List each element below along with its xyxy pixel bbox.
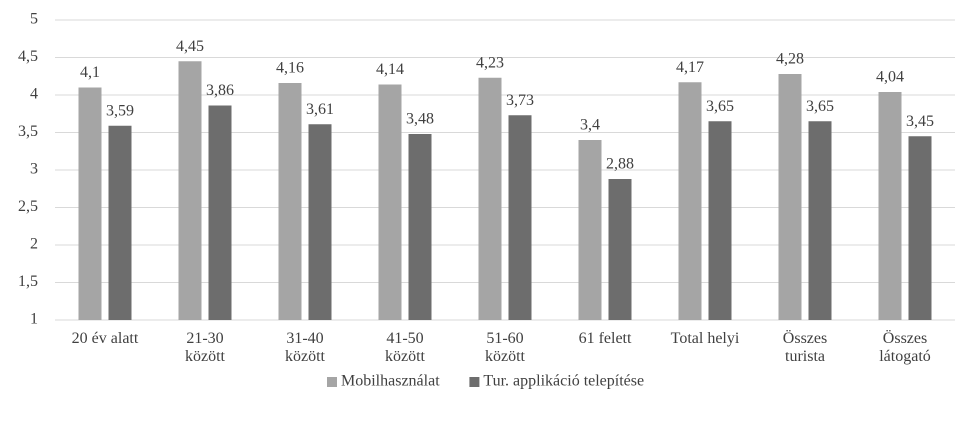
value-label: 2,88 bbox=[606, 156, 634, 173]
y-tick-label: 2 bbox=[30, 236, 38, 253]
y-tick-label: 3,5 bbox=[18, 123, 38, 140]
y-tick-label: 5 bbox=[30, 11, 38, 28]
x-tick-label: 61 felett bbox=[578, 330, 632, 347]
y-tick-label: 2,5 bbox=[18, 198, 38, 215]
bar bbox=[378, 84, 402, 320]
bar bbox=[478, 77, 502, 320]
y-tick-label: 4,5 bbox=[18, 48, 38, 65]
value-label: 4,28 bbox=[776, 51, 804, 68]
bar bbox=[878, 92, 902, 320]
value-label: 4,04 bbox=[876, 69, 904, 86]
bar bbox=[308, 124, 332, 320]
bar bbox=[778, 74, 802, 320]
bar bbox=[808, 121, 832, 320]
bar bbox=[508, 115, 532, 320]
bar bbox=[278, 83, 302, 320]
bar bbox=[578, 140, 602, 320]
value-label: 4,17 bbox=[676, 59, 704, 76]
value-label: 4,1 bbox=[80, 64, 100, 81]
x-tick-label: 41-50 között bbox=[385, 330, 425, 365]
y-tick-label: 1 bbox=[30, 311, 38, 328]
x-tick-label: 20 év alatt bbox=[71, 330, 139, 347]
bar bbox=[678, 82, 702, 320]
legend-label: Mobilhasználat bbox=[341, 373, 440, 390]
bar bbox=[108, 125, 132, 320]
y-tick-label: 3 bbox=[30, 161, 38, 178]
x-tick-label: Összes látogató bbox=[879, 330, 931, 365]
x-tick-label: Összes turista bbox=[782, 330, 828, 365]
legend-swatch bbox=[327, 377, 337, 387]
value-label: 4,45 bbox=[176, 38, 204, 55]
value-label: 3,45 bbox=[906, 113, 934, 130]
bar bbox=[178, 61, 202, 320]
value-label: 4,16 bbox=[276, 60, 304, 77]
value-label: 4,14 bbox=[376, 61, 404, 78]
value-label: 3,61 bbox=[306, 101, 334, 118]
value-label: 3,65 bbox=[806, 98, 834, 115]
y-tick-label: 4 bbox=[30, 86, 38, 103]
legend-swatch bbox=[469, 377, 480, 387]
bar bbox=[908, 136, 932, 320]
x-tick-label: 21-30 között bbox=[185, 330, 225, 365]
x-tick-label: Total helyi bbox=[670, 330, 740, 347]
value-label: 3,73 bbox=[506, 92, 534, 109]
value-label: 3,59 bbox=[106, 102, 134, 119]
value-label: 4,23 bbox=[476, 54, 504, 71]
x-tick-label: 51-60 között bbox=[485, 330, 525, 365]
bar bbox=[608, 179, 632, 320]
bar bbox=[408, 134, 432, 320]
bar bbox=[208, 105, 232, 320]
value-label: 3,4 bbox=[580, 117, 600, 134]
value-label: 3,65 bbox=[706, 98, 734, 115]
bar bbox=[708, 121, 732, 320]
legend-label: Tur. applikáció telepítése bbox=[483, 373, 644, 390]
x-tick-label: 31-40 között bbox=[285, 330, 325, 365]
value-label: 3,86 bbox=[206, 82, 234, 99]
y-tick-label: 1,5 bbox=[18, 273, 38, 290]
bar bbox=[78, 87, 102, 320]
value-label: 3,48 bbox=[406, 111, 434, 128]
